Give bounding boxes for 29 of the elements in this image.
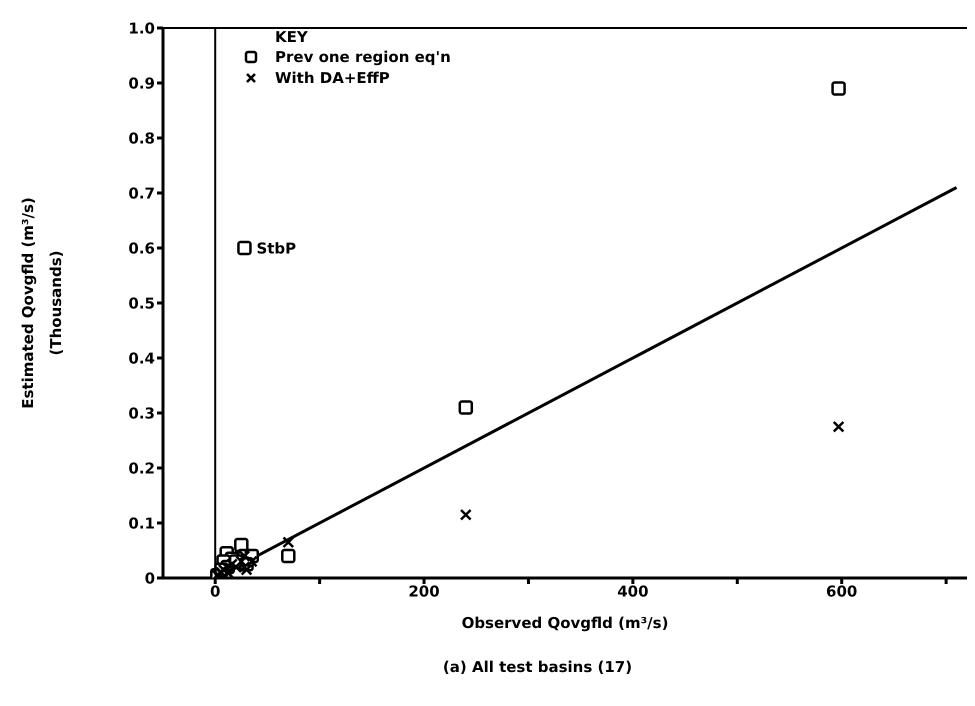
- x-tick-label: 600: [826, 582, 858, 601]
- point: [237, 240, 252, 256]
- point: [281, 548, 296, 564]
- legend-label: With DA+EffP: [275, 68, 390, 86]
- y-tick-label: 0.4: [128, 349, 155, 368]
- x-tick-label: 0: [210, 582, 220, 601]
- y-tick-label: 0.5: [128, 294, 155, 312]
- point: [460, 508, 472, 521]
- y-tick-label: 0.7: [128, 184, 155, 202]
- y-tick-label: 0.6: [128, 239, 155, 258]
- x-axis-title: Observed Qovgfld (m³/s): [462, 614, 668, 632]
- text: (a) All test basins (17): [442, 658, 634, 676]
- y-tick-label: 0.8: [128, 129, 155, 148]
- point: [458, 400, 474, 415]
- point: [832, 420, 845, 433]
- y-tick-label: 0.1: [128, 514, 155, 532]
- y-tick-label: 0.3: [128, 404, 155, 422]
- annotation: StbP: [256, 239, 296, 258]
- y-tick-label: 1.0: [128, 19, 155, 38]
- point: [282, 536, 294, 548]
- y-tick-label: 0.9: [128, 74, 155, 92]
- y-axis-title: Estimated Qovgfld (m³/s) (Thousands): [19, 197, 65, 409]
- x-tick-label: 200: [408, 582, 440, 601]
- x-tick-label: 400: [617, 582, 649, 601]
- legend-label: Prev one region eq'n: [275, 48, 451, 66]
- y-tick-label: 0: [144, 569, 155, 588]
- y-tick-label: 0.2: [128, 459, 155, 478]
- legend-title: KEY: [275, 28, 309, 46]
- point: [831, 81, 846, 96]
